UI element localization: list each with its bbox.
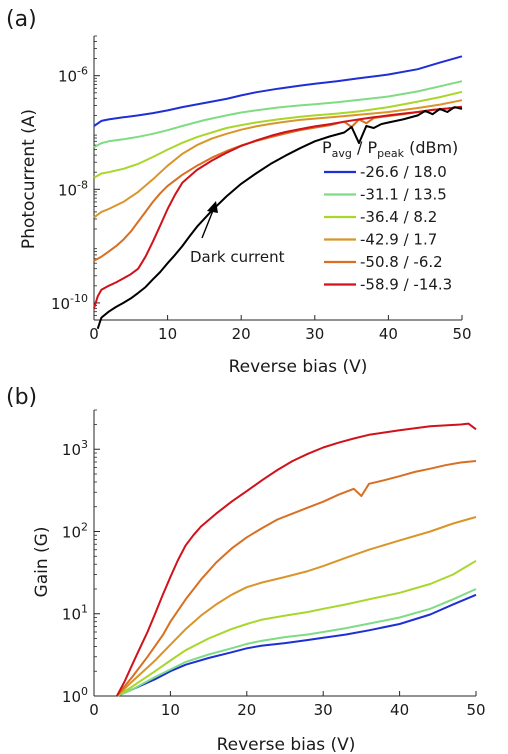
x-tick-label: 0	[89, 701, 99, 719]
y-tick-label: 10-10	[51, 292, 88, 313]
legend-entry-label: -58.9 / -14.3	[360, 276, 452, 294]
panel-b-y-axis-label: Gain (G)	[32, 527, 52, 598]
legend-title: Pavg / Ppeak (dBm)	[322, 138, 458, 160]
x-tick-label: 50	[466, 701, 485, 719]
panel-b: (b) 0 10 20 30 40 50 100 101 102 103 Reverse bias…	[6, 385, 486, 754]
legend-entry-label: -50.8 / -6.2	[360, 253, 443, 271]
series-line-4	[116, 516, 477, 697]
dark-current-label: Dark current	[190, 248, 285, 266]
dark-current-annotation: Dark current	[190, 201, 285, 266]
x-tick-label: 10	[161, 701, 180, 719]
series-line-26-6-18-0	[93, 55, 463, 127]
panel-a: (a) 0 10 20 30 40 50 10-10 10-8 10-6 Reverse bia…	[6, 7, 472, 377]
x-tick-label: 20	[237, 701, 256, 719]
series-line-5	[116, 460, 477, 697]
legend-entry-label: -31.1 / 13.5	[360, 186, 447, 204]
panel-a-legend: Pavg / Ppeak (dBm) -26.6 / 18.0 -31.1 / 1…	[322, 138, 458, 294]
y-tick-label: 101	[62, 603, 88, 624]
x-tick-label: 10	[158, 325, 177, 343]
panel-a-axes: 0 10 20 30 40 50 10-10 10-8 10-6	[51, 35, 472, 343]
annotation-arrow-line	[201, 207, 215, 239]
y-tick-label: 10-6	[58, 65, 88, 86]
legend-entry-label: -26.6 / 18.0	[360, 163, 447, 181]
series-line-2	[116, 588, 477, 697]
series-line-58-9-14-3	[93, 105, 463, 309]
x-tick-label: 0	[89, 325, 99, 343]
panel-b-x-axis-label: Reverse bias (V)	[217, 735, 356, 754]
y-tick-label: 10-8	[58, 178, 88, 199]
series-line-1	[116, 593, 477, 697]
legend-entry-label: -42.9 / 1.7	[360, 231, 437, 249]
series-line-42-9-1-7	[93, 99, 463, 219]
y-tick-label: 100	[62, 685, 88, 706]
x-tick-label: 40	[379, 325, 398, 343]
panel-a-x-axis-label: Reverse bias (V)	[229, 357, 368, 377]
legend-entry-label: -36.4 / 8.2	[360, 208, 437, 226]
panel-b-axes: 0 10 20 30 40 50 100 101 102 103	[62, 409, 486, 719]
panel-b-label: (b)	[6, 385, 37, 410]
series-line-6	[116, 422, 477, 697]
series-line-31-1-13-5	[93, 80, 463, 149]
y-tick-label: 102	[62, 520, 88, 541]
x-tick-label: 30	[305, 325, 324, 343]
x-tick-label: 50	[452, 325, 471, 343]
panel-a-series	[93, 55, 463, 330]
x-tick-label: 30	[314, 701, 333, 719]
x-tick-label: 20	[232, 325, 251, 343]
series-line-dark-current	[96, 106, 463, 330]
panel-a-y-axis-label: Photocurrent (A)	[19, 109, 39, 249]
series-line-3	[116, 559, 477, 697]
y-tick-label: 103	[62, 438, 88, 459]
panel-b-series	[116, 422, 477, 697]
annotation-arrow-head	[207, 201, 218, 213]
panel-a-label: (a)	[6, 7, 37, 32]
x-tick-label: 40	[390, 701, 409, 719]
series-line-36-4-8-2	[93, 90, 463, 179]
